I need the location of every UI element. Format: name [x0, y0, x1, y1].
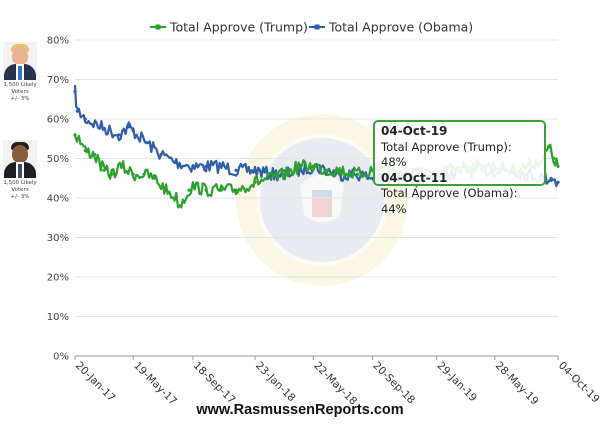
data-point-obama: [191, 164, 195, 168]
data-point-trump: [174, 196, 178, 200]
data-tooltip: 04-Oct-19 Total Approve (Trump): 48% 04-…: [373, 120, 546, 216]
x-tick-label: 22-May-18: [311, 360, 359, 408]
data-point-obama: [219, 164, 223, 168]
trump-photo-icon: [3, 42, 37, 80]
legend-marker-trump: [155, 24, 161, 30]
x-tick-label: 28-May-19: [493, 360, 541, 408]
data-point-obama: [75, 109, 79, 113]
data-point-obama: [117, 133, 121, 137]
y-tick-label: 40%: [47, 194, 69, 205]
data-point-obama: [174, 160, 178, 164]
data-point-trump: [93, 153, 97, 157]
y-tick-label: 50%: [47, 154, 69, 165]
data-point-trump: [547, 145, 551, 149]
data-point-trump: [110, 172, 114, 176]
data-point-trump: [311, 164, 315, 168]
legend-item-obama[interactable]: Total Approve (Obama): [309, 20, 473, 35]
obama-photo-icon: [3, 140, 37, 178]
data-point-obama: [73, 89, 77, 93]
obama-sample-caption: 1,500 Likely Voters +/- 3%: [3, 180, 37, 200]
data-point-trump: [355, 172, 359, 176]
data-point-obama: [144, 141, 148, 145]
legend-item-trump[interactable]: Total Approve (Trump): [150, 20, 308, 35]
x-tick-label: 20-Sep-18: [370, 360, 417, 407]
legend-label-trump: Total Approve (Trump): [169, 20, 308, 35]
data-point-trump: [269, 176, 273, 180]
data-point-obama: [131, 129, 135, 133]
y-tick-label: 60%: [47, 115, 69, 126]
data-point-trump: [178, 204, 182, 208]
data-point-trump: [142, 172, 146, 176]
data-point-trump: [164, 188, 168, 192]
y-tick-label: 20%: [47, 273, 69, 284]
x-tick-label: 04-Oct-19: [556, 360, 600, 406]
data-point-trump: [283, 172, 287, 176]
data-point-trump: [219, 188, 223, 192]
data-point-trump: [152, 176, 156, 180]
legend-label-obama: Total Approve (Obama): [328, 20, 473, 35]
x-tick-label: 29-Jan-19: [435, 360, 480, 405]
x-tick-label: 23-Jan-18: [253, 360, 298, 405]
data-point-trump: [119, 164, 124, 168]
footer-url[interactable]: www.RasmussenReports.com: [196, 402, 404, 418]
data-point-trump: [191, 184, 195, 188]
data-point-trump: [338, 168, 342, 172]
tooltip-date-trump: 04-Oct-19: [381, 124, 448, 138]
data-point-trump: [83, 149, 87, 153]
data-point-obama: [127, 125, 131, 129]
data-point-trump: [234, 188, 238, 192]
obama-portrait: 1,500 Likely Voters +/- 3%: [0, 140, 40, 201]
legend-marker-obama: [314, 24, 320, 30]
tooltip-value-obama: Total Approve (Obama): 44%: [381, 186, 518, 216]
chart-legend: Total Approve (Trump) Total Approve (Oba…: [150, 20, 473, 35]
data-point-obama: [234, 168, 238, 172]
x-tick-label: 18-Sep-17: [191, 360, 238, 407]
y-tick-label: 80%: [47, 36, 69, 47]
data-point-trump: [253, 180, 257, 184]
x-tick-label: 19-May-17: [131, 360, 179, 408]
tooltip-date-obama: 04-Oct-11: [381, 170, 448, 185]
trump-portrait: 1,500 Likely Voters +/- 3%: [0, 42, 40, 103]
data-point-trump: [77, 137, 81, 141]
data-point-trump: [552, 156, 556, 161]
tooltip-value-trump: Total Approve (Trump): 48%: [381, 139, 512, 170]
data-point-obama: [204, 164, 208, 168]
data-point-obama: [99, 125, 103, 129]
data-point-trump: [297, 164, 301, 168]
data-point-obama: [253, 168, 257, 172]
data-point-obama: [83, 117, 87, 121]
trump-sample-caption: 1,500 Likely Voters +/- 3%: [3, 82, 37, 102]
data-point-trump: [73, 133, 77, 137]
y-tick-label: 10%: [47, 312, 69, 323]
data-point-trump: [556, 164, 560, 168]
data-point-trump: [204, 188, 208, 192]
y-tick-label: 30%: [47, 233, 69, 244]
data-point-obama: [549, 176, 553, 180]
data-point-obama: [159, 153, 163, 157]
y-tick-label: 0%: [53, 352, 69, 363]
data-point-trump: [102, 168, 106, 172]
x-tick-label: 20-Jan-17: [73, 360, 118, 405]
data-point-obama: [556, 180, 560, 184]
data-point-trump: [187, 188, 191, 192]
data-point-trump: [131, 172, 135, 176]
data-point-trump: [325, 168, 330, 172]
y-tick-label: 70%: [47, 75, 69, 86]
